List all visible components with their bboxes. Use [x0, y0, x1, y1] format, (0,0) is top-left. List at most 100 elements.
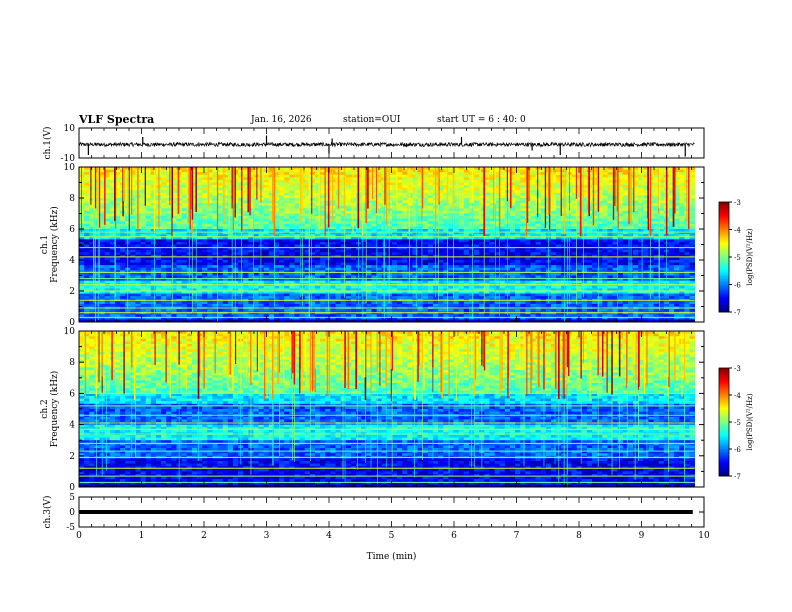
spectrogram-cell: [438, 216, 444, 220]
spectrogram-cell: [422, 262, 429, 266]
spectrogram-cell: [248, 200, 254, 204]
spectrogram-cell: [253, 169, 259, 173]
spectrogram-cell: [166, 265, 172, 269]
spectrogram-cell: [325, 262, 331, 266]
spectrogram-cell: [340, 260, 347, 263]
spectrogram-cell: [386, 265, 393, 269]
spectrogram-cell: [207, 172, 213, 176]
spectrogram-cell: [371, 239, 377, 243]
spectrogram-cell: [689, 195, 696, 199]
spectrogram-cell: [258, 267, 265, 271]
spectrogram-cell: [520, 216, 526, 220]
spectrogram-cell: [397, 221, 403, 225]
spectrogram-cell: [366, 244, 372, 248]
spectrogram-cell: [268, 229, 275, 232]
spectrogram-cell: [438, 208, 444, 212]
spectrogram-cell: [217, 205, 224, 209]
spectrogram-cell: [643, 229, 649, 232]
spectrogram-cell: [633, 179, 639, 183]
spectrogram-cell: [391, 203, 398, 207]
spectrogram-cell: [361, 210, 367, 214]
spectrogram-cell: [520, 187, 526, 191]
spectrogram-cell: [94, 226, 100, 230]
spectrogram-cell: [689, 172, 696, 176]
spectrogram-cell: [489, 265, 495, 269]
spectrogram-cell: [458, 174, 465, 178]
spectrogram-cell: [284, 185, 290, 189]
spectrogram-cell: [509, 213, 516, 217]
spectrogram-cell: [196, 213, 203, 217]
spectrogram-cell: [268, 241, 275, 245]
spectrogram-cell: [617, 200, 624, 204]
spectrogram-cell: [243, 221, 249, 225]
spectrogram-cell: [289, 267, 295, 271]
spectrogram-cell: [581, 267, 588, 271]
spectrogram-cell: [412, 190, 418, 194]
spectrogram-cell: [571, 187, 578, 191]
spectrogram-cell: [581, 185, 588, 189]
spectrogram-cell: [79, 234, 85, 238]
spectrogram-cell: [294, 257, 300, 261]
spectrogram-cell: [689, 213, 696, 217]
spectrogram-cell: [150, 262, 157, 266]
spectrogram-cell: [340, 205, 347, 209]
spectrogram-cell: [217, 179, 224, 183]
spectrogram-cell: [571, 200, 578, 204]
spectrogram-cell: [145, 229, 152, 232]
spectrogram-cell: [612, 257, 619, 261]
spectrogram-cell: [417, 218, 424, 222]
spectrogram-cell: [530, 252, 536, 256]
spectrogram-cell: [556, 200, 562, 204]
spectrogram-cell: [268, 187, 275, 191]
spectrogram-cell: [376, 190, 383, 194]
spectrogram-cell: [602, 185, 608, 189]
spectrogram-cell: [479, 267, 485, 271]
spectrogram-cell: [489, 182, 495, 186]
spectrogram-cell: [258, 229, 265, 232]
spectrogram-cell: [581, 205, 588, 209]
spectrogram-cell: [130, 200, 136, 204]
spectrogram-cell: [238, 187, 244, 191]
spectrogram-cell: [217, 229, 224, 232]
spectrogram-cell: [607, 216, 613, 220]
spectrogram-cell: [202, 210, 208, 214]
spectrogram-cell: [422, 198, 429, 201]
spectrogram-cell: [648, 239, 654, 243]
spectrogram-cell: [238, 257, 244, 261]
spectrogram-cell: [617, 179, 624, 183]
spectrogram-cell: [253, 231, 259, 235]
spectrogram-cell: [191, 262, 198, 266]
spectrogram-cell: [150, 213, 157, 217]
spectrogram-cell: [304, 172, 311, 176]
spectrogram-cell: [150, 167, 157, 170]
spectrogram-cell: [314, 257, 321, 261]
spectrogram-cell: [263, 195, 270, 199]
spectrogram-cell: [566, 229, 572, 232]
spectrogram-cell: [217, 210, 224, 214]
spectrogram-cell: [397, 213, 403, 217]
spectrogram-cell: [571, 216, 578, 220]
spectrogram-cell: [530, 231, 536, 235]
spectrogram-cell: [391, 226, 398, 230]
spectrogram-cell: [304, 221, 311, 225]
spectrogram-cell: [422, 172, 429, 176]
spectrogram-cell: [581, 192, 588, 196]
spectrogram-cell: [104, 213, 111, 217]
spectrogram-cell: [653, 172, 660, 176]
spectrogram-cell: [135, 252, 141, 256]
spectrogram-cell: [597, 192, 603, 196]
spectrogram-cell: [484, 231, 490, 235]
spectrogram-cell: [120, 216, 126, 220]
spectrogram-cell: [314, 218, 321, 222]
spectrogram-cell: [653, 218, 660, 222]
spectrogram-cell: [412, 216, 418, 220]
spectrogram-cell: [617, 260, 624, 263]
spectrogram-cell: [535, 177, 542, 181]
spectrogram-cell: [622, 229, 629, 232]
spectrogram-cell: [479, 179, 485, 183]
spectrogram-cell: [309, 203, 316, 207]
spectrogram-cell: [166, 179, 172, 183]
spectrogram-cell: [417, 216, 424, 220]
spectrogram-cell: [474, 213, 480, 217]
spectrogram-cell: [581, 262, 588, 266]
